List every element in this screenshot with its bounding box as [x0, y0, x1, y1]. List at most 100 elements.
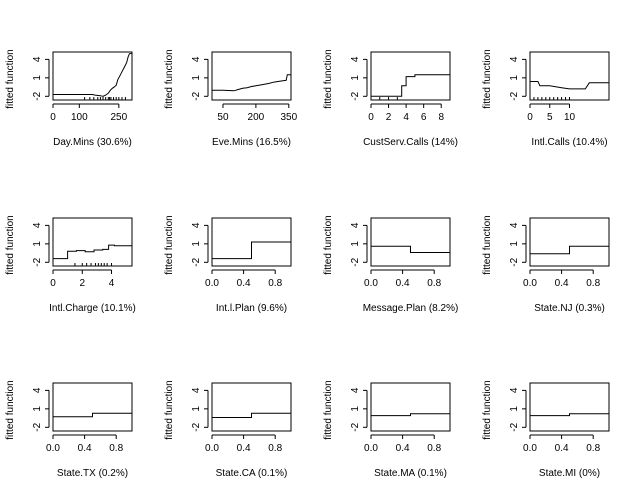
x-tick-label: 0.4 — [396, 278, 410, 289]
y-tick-label: 4 — [191, 56, 202, 62]
fitted-function-line — [371, 74, 450, 97]
panel-7: -2 1 4 fitted function 0.0 0.4 0.8 Message.Plan… — [323, 215, 458, 314]
y-tick-label: 4 — [32, 56, 43, 62]
y-axis-label: fitted function — [5, 49, 16, 108]
y-tick-label: 1 — [350, 75, 361, 81]
fitted-function-line — [53, 52, 133, 97]
y-axis-label: fitted function — [482, 215, 493, 274]
x-tick-label: 0.0 — [364, 278, 378, 289]
y-tick-label: 4 — [191, 387, 202, 393]
y-axis-label: fitted function — [482, 49, 493, 108]
fitted-function-line — [371, 245, 450, 253]
x-tick-label: 0.0 — [523, 278, 537, 289]
y-axis-label: fitted function — [164, 380, 175, 439]
y-tick-label: 4 — [509, 56, 520, 62]
y-axis-label: fitted function — [323, 49, 334, 108]
y-tick-label: 1 — [509, 241, 520, 247]
x-tick-label: 0.4 — [78, 443, 92, 454]
plot-frame — [370, 51, 451, 101]
x-axis-label: Int.l.Plan (9.6%) — [216, 303, 287, 314]
x-axis-label: State.MI (0%) — [539, 468, 600, 479]
y-tick-label: 4 — [509, 387, 520, 393]
y-axis-label: fitted function — [5, 380, 16, 439]
x-tick-label: 50 — [217, 112, 229, 123]
y-tick-label: -2 — [32, 91, 43, 100]
y-tick-label: -2 — [509, 257, 520, 266]
panel-9: -2 1 4 fitted function 0.0 0.4 0.8 State.TX (0.… — [5, 380, 133, 479]
y-tick-label: 4 — [350, 56, 361, 62]
x-tick-label: 0.0 — [364, 443, 378, 454]
x-tick-label: 0.0 — [523, 443, 537, 454]
x-tick-label: 0.0 — [205, 443, 219, 454]
x-tick-label: 0 — [50, 112, 56, 123]
x-axis-label: Message.Plan (8.2%) — [363, 303, 459, 314]
panel-10: -2 1 4 fitted function 0.0 0.4 0.8 State.CA (0.… — [164, 380, 292, 479]
x-axis-label: State.TX (0.2%) — [57, 468, 128, 479]
y-tick-label: 1 — [191, 75, 202, 81]
panel-8: -2 1 4 fitted function 0.0 0.4 0.8 State.NJ (0.… — [482, 215, 610, 314]
fitted-function-line — [212, 74, 291, 92]
x-tick-label: 350 — [280, 112, 297, 123]
y-tick-label: -2 — [191, 257, 202, 266]
y-tick-label: 4 — [32, 387, 43, 393]
y-tick-label: 1 — [32, 75, 43, 81]
y-tick-label: -2 — [350, 422, 361, 431]
x-tick-label: 0.4 — [237, 278, 251, 289]
x-tick-label: 4 — [109, 278, 115, 289]
x-tick-label: 200 — [248, 112, 265, 123]
plot-frame — [529, 51, 610, 101]
fitted-function-line — [530, 413, 609, 417]
x-axis-label: State.CA (0.1%) — [216, 468, 288, 479]
x-tick-label: 10 — [564, 112, 576, 123]
y-axis-label: fitted function — [5, 215, 16, 274]
panel-4: -2 1 4 fitted function 0 5 10 Intl.Calls (10.4%… — [482, 49, 610, 148]
y-tick-label: -2 — [32, 257, 43, 266]
x-tick-label: 2 — [386, 112, 392, 123]
plot-frame — [370, 382, 451, 432]
x-tick-label: 100 — [71, 112, 88, 123]
x-tick-label: 2 — [79, 278, 85, 289]
x-tick-label: 0.0 — [46, 443, 60, 454]
y-tick-label: -2 — [191, 91, 202, 100]
x-tick-label: 0.8 — [268, 443, 282, 454]
y-tick-label: 4 — [32, 222, 43, 228]
panel-2: -2 1 4 fitted function 50 200 350 Eve.Mins (16.… — [164, 49, 298, 148]
plot-frame — [52, 51, 133, 101]
y-tick-label: 1 — [32, 241, 43, 247]
x-tick-label: 0 — [527, 112, 533, 123]
y-tick-label: -2 — [509, 422, 520, 431]
y-tick-label: 1 — [350, 406, 361, 412]
fitted-function-line — [212, 412, 291, 418]
y-axis-label: fitted function — [164, 215, 175, 274]
plot-frame — [211, 382, 292, 432]
plot-frame — [52, 382, 133, 432]
x-tick-label: 8 — [438, 112, 444, 123]
x-tick-label: 4 — [403, 112, 409, 123]
plot-frame — [370, 217, 451, 267]
fitted-function-line — [530, 81, 609, 90]
x-tick-label: 6 — [421, 112, 427, 123]
y-tick-label: -2 — [32, 422, 43, 431]
x-axis-label: Intl.Calls (10.4%) — [531, 137, 607, 148]
x-tick-label: 0.8 — [427, 443, 441, 454]
x-tick-label: 0.0 — [205, 278, 219, 289]
x-tick-label: 250 — [110, 112, 127, 123]
panel-11: -2 1 4 fitted function 0.0 0.4 0.8 State.MA (0.… — [323, 380, 451, 479]
x-tick-label: 0 — [368, 112, 374, 123]
y-tick-label: 1 — [509, 75, 520, 81]
panel-5: -2 1 4 fitted function 0 2 4 Intl.Charge (10.1%… — [5, 215, 136, 314]
y-tick-label: 4 — [191, 222, 202, 228]
x-tick-label: 0.8 — [586, 443, 600, 454]
x-axis-label: State.NJ (0.3%) — [534, 303, 605, 314]
plot-frame — [529, 217, 610, 267]
x-tick-label: 0.4 — [555, 278, 569, 289]
y-tick-label: 1 — [350, 241, 361, 247]
x-tick-label: 0.4 — [396, 443, 410, 454]
x-tick-label: 0.8 — [268, 278, 282, 289]
y-axis-label: fitted function — [164, 49, 175, 108]
x-axis-label: Day.Mins (30.6%) — [53, 137, 132, 148]
plot-frame — [52, 217, 133, 267]
y-tick-label: 4 — [350, 387, 361, 393]
y-tick-label: 1 — [191, 406, 202, 412]
